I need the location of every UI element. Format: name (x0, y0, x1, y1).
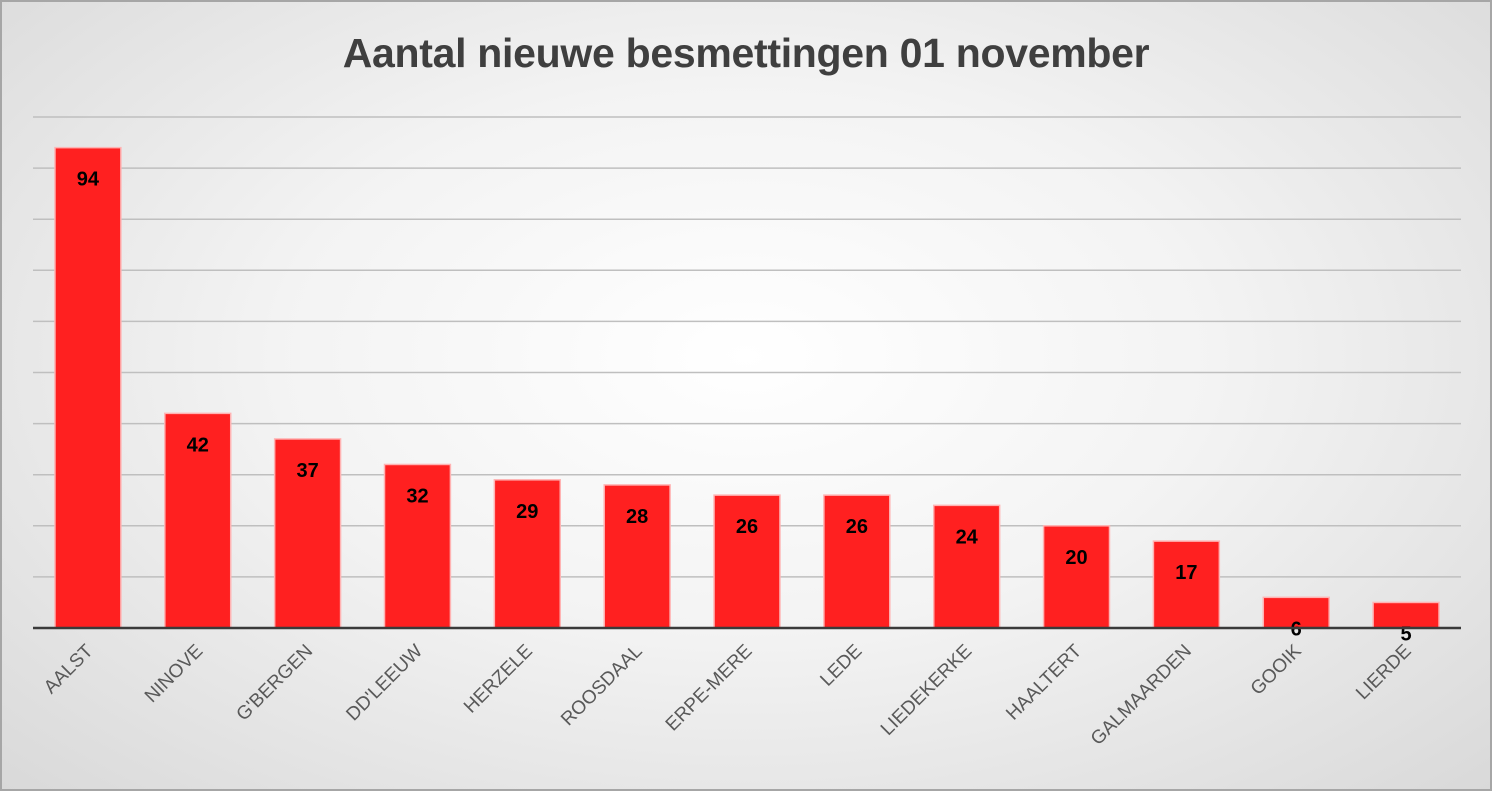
bar (713, 494, 781, 629)
data-label: 28 (626, 506, 648, 528)
data-label: 26 (846, 516, 868, 538)
x-tick-label: ERPE-MERE (662, 641, 757, 736)
data-label: 37 (296, 460, 318, 482)
data-label: 5 (1401, 623, 1412, 645)
bar (932, 504, 1001, 629)
data-label: 94 (77, 169, 100, 191)
chart-title: Aantal nieuwe besmettingen 01 november (342, 30, 1150, 76)
bar (1042, 525, 1111, 629)
data-label: 6 (1291, 618, 1302, 640)
x-tick-label: HAALTERT (1002, 640, 1086, 724)
bar (54, 146, 122, 629)
x-tick-label: ROOSDAAL (557, 641, 647, 731)
x-tick-label: G'BERGEN (233, 641, 318, 726)
x-tick-label: LIEDEKERKE (877, 641, 976, 740)
data-label: 42 (187, 434, 209, 456)
x-tick-label: LIERDE (1352, 641, 1415, 704)
data-label: 26 (736, 516, 758, 538)
data-label: 20 (1065, 547, 1087, 569)
x-tick-label: NINOVE (141, 641, 207, 707)
bar (164, 412, 232, 629)
x-tick-label: LEDE (816, 641, 866, 691)
x-tick-label: HERZELE (460, 641, 537, 718)
x-tick-label: AALST (40, 640, 98, 698)
x-tick-label: GOOIK (1247, 640, 1306, 699)
data-label: 29 (516, 501, 538, 523)
bar (1372, 601, 1440, 629)
data-label: 17 (1175, 562, 1197, 584)
x-tick-label: DD'LEEUW (342, 641, 427, 726)
bar (1152, 540, 1221, 629)
bar (603, 484, 671, 629)
bar (823, 494, 891, 629)
x-tick-label: GALMAARDEN (1087, 641, 1196, 750)
data-label: 24 (956, 526, 979, 548)
data-label: 32 (406, 485, 428, 507)
bar (383, 463, 452, 629)
